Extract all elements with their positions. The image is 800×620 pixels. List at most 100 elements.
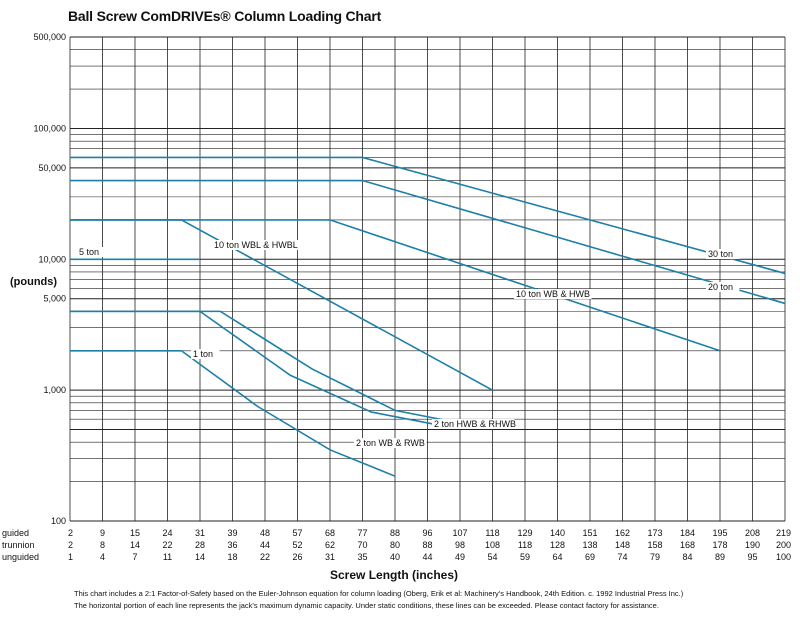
series-line (70, 179, 786, 305)
x-tick-label: 36 (227, 540, 237, 550)
x-tick-label: 89 (715, 552, 725, 562)
x-tick-label: 148 (615, 540, 630, 550)
x-row-name: trunnion (2, 540, 35, 550)
x-tick-label: 129 (517, 528, 532, 538)
annotation-bg (706, 282, 740, 292)
x-tick-label: 11 (163, 552, 172, 562)
x-tick-label: 151 (582, 528, 597, 538)
x-tick-label: 96 (422, 528, 432, 538)
series-annotation: 1 ton (193, 349, 213, 359)
series-annotations: 30 ton 20 ton 10 ton WB & HWB 10 ton WBL & … (77, 240, 740, 448)
x-tick-label: 24 (162, 528, 172, 538)
series-annotation: 10 ton WB & HWB (516, 289, 590, 299)
x-tick-label: 88 (390, 528, 400, 538)
series-annotation: 2 ton WB & RWB (356, 438, 425, 448)
y-tick-label: 5,000 (43, 294, 66, 304)
series-annotation: 2 ton HWB & RHWB (434, 419, 516, 429)
x-tick-label: 158 (647, 540, 662, 550)
chart-title: Ball Screw ComDRIVEs® Column Loading Cha… (68, 8, 382, 24)
x-tick-label: 28 (195, 540, 205, 550)
x-tick-label: 173 (647, 528, 662, 538)
x-tick-label: 59 (520, 552, 530, 562)
annotation-bg (514, 289, 592, 299)
x-tick-label: 77 (357, 528, 367, 538)
x-tick-label: 62 (325, 540, 335, 550)
x-tick-label: 200 (776, 540, 791, 550)
series-line (70, 349, 396, 477)
x-tick-label: 80 (390, 540, 400, 550)
x-tick-labels: guided 2 9 15 24 31 39 48 57 68 77 88 96 107 118 129 140… (2, 528, 791, 562)
series-annotation: 10 ton WBL & HWBL (214, 240, 298, 250)
x-tick-label: 2 (68, 528, 73, 538)
y-tick-label: 10,000 (38, 254, 66, 264)
x-tick-label: 128 (550, 540, 565, 550)
x-tick-label: 1 (68, 552, 73, 562)
x-tick-label: 190 (745, 540, 760, 550)
x-tick-label: 79 (650, 552, 660, 562)
x-tick-label: 138 (582, 540, 597, 550)
series-annotation: 30 ton (708, 249, 733, 259)
x-tick-label: 118 (518, 540, 532, 550)
x-tick-label: 64 (552, 552, 562, 562)
x-tick-label: 69 (585, 552, 595, 562)
annotation-bg (432, 419, 515, 429)
x-row-name: unguided (2, 552, 39, 562)
x-tick-label: 184 (680, 528, 695, 538)
x-tick-label: 48 (260, 528, 270, 538)
x-tick-label: 219 (776, 528, 791, 538)
x-tick-label: 74 (617, 552, 627, 562)
x-tick-label: 31 (195, 528, 205, 538)
footnote-1: This chart includes a 2:1 Factor-of-Safe… (74, 589, 684, 598)
series-line (70, 219, 493, 391)
series-line (70, 156, 786, 275)
x-tick-label: 68 (325, 528, 335, 538)
x-tick-label: 14 (195, 552, 205, 562)
series-line (70, 310, 440, 426)
x-tick-label: 35 (357, 552, 367, 562)
annotation-bg (77, 247, 106, 257)
y-tick-label: 50,000 (38, 163, 66, 173)
x-tick-label: 4 (100, 552, 105, 562)
y-tick-label: 100 (51, 516, 66, 526)
y-tick-label: 1,000 (43, 385, 66, 395)
x-tick-label: 162 (615, 528, 630, 538)
x-tick-label: 98 (455, 540, 465, 550)
x-tick-label: 88 (422, 540, 432, 550)
x-tick-label: 84 (682, 552, 692, 562)
x-tick-label: 208 (745, 528, 760, 538)
footnote-2: The horizontal portion of each line repr… (74, 601, 659, 610)
x-tick-label: 57 (292, 528, 302, 538)
x-tick-label: 2 (68, 540, 73, 550)
x-tick-label: 52 (292, 540, 302, 550)
x-tick-label: 54 (487, 552, 497, 562)
x-tick-label: 7 (132, 552, 137, 562)
x-tick-label: 70 (357, 540, 367, 550)
x-tick-label: 44 (422, 552, 432, 562)
x-tick-label: 44 (260, 540, 270, 550)
x-tick-label: 108 (485, 540, 500, 550)
y-axis-label: (pounds) (10, 276, 57, 288)
x-tick-label: 26 (292, 552, 302, 562)
x-tick-label: 8 (100, 540, 105, 550)
x-tick-label: 31 (325, 552, 335, 562)
annotation-bg (706, 249, 740, 259)
x-tick-label: 118 (485, 528, 499, 538)
x-tick-label: 49 (455, 552, 465, 562)
x-tick-label: 100 (776, 552, 791, 562)
x-tick-label: 195 (712, 528, 727, 538)
y-tick-label: 100,000 (33, 123, 66, 133)
x-axis-label: Screw Length (inches) (330, 568, 458, 582)
x-row-name: guided (2, 528, 29, 538)
x-tick-label: 9 (100, 528, 105, 538)
x-tick-label: 39 (227, 528, 237, 538)
series-lines (70, 156, 786, 477)
x-tick-label: 18 (227, 552, 237, 562)
x-tick-label: 15 (130, 528, 140, 538)
series-annotation: 20 ton (708, 282, 733, 292)
series-annotation: 5 ton (79, 247, 99, 257)
x-tick-label: 14 (130, 540, 140, 550)
y-tick-label: 500,000 (33, 32, 66, 42)
x-tick-label: 168 (680, 540, 695, 550)
x-tick-label: 107 (452, 528, 467, 538)
